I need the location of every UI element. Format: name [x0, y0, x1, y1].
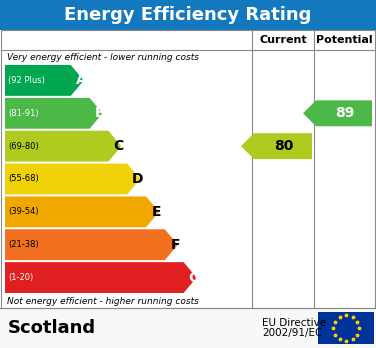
Polygon shape — [5, 65, 84, 96]
Text: Potential: Potential — [316, 35, 372, 45]
Bar — [0, 0, 376, 30]
Text: 80: 80 — [274, 139, 294, 153]
Bar — [0, 308, 376, 348]
Text: C: C — [114, 139, 124, 153]
Text: F: F — [170, 238, 180, 252]
Polygon shape — [241, 133, 312, 159]
Text: (81-91): (81-91) — [8, 109, 39, 118]
Polygon shape — [303, 100, 372, 126]
Text: B: B — [95, 106, 105, 120]
Bar — [1, 30, 375, 308]
Text: Current: Current — [259, 35, 307, 45]
Polygon shape — [5, 229, 178, 260]
Polygon shape — [5, 164, 140, 195]
Text: 89: 89 — [336, 106, 355, 120]
Text: EU Directive: EU Directive — [262, 318, 326, 328]
Text: G: G — [188, 271, 200, 285]
Text: E: E — [152, 205, 161, 219]
Text: Not energy efficient - higher running costs: Not energy efficient - higher running co… — [7, 296, 199, 306]
Text: Energy Efficiency Rating: Energy Efficiency Rating — [64, 6, 312, 24]
Text: Scotland: Scotland — [8, 319, 96, 337]
Text: (69-80): (69-80) — [8, 142, 39, 151]
Polygon shape — [5, 196, 159, 227]
Polygon shape — [5, 262, 197, 293]
Polygon shape — [5, 98, 103, 129]
Text: 2002/91/EC: 2002/91/EC — [262, 328, 322, 338]
Text: A: A — [76, 73, 86, 87]
Bar — [318, 312, 374, 344]
Text: (55-68): (55-68) — [8, 174, 39, 183]
Text: D: D — [132, 172, 143, 186]
Text: (39-54): (39-54) — [8, 207, 39, 216]
Text: (1-20): (1-20) — [8, 273, 33, 282]
Text: Very energy efficient - lower running costs: Very energy efficient - lower running co… — [7, 53, 199, 62]
Polygon shape — [5, 131, 121, 161]
Text: (92 Plus): (92 Plus) — [8, 76, 45, 85]
Text: (21-38): (21-38) — [8, 240, 39, 249]
